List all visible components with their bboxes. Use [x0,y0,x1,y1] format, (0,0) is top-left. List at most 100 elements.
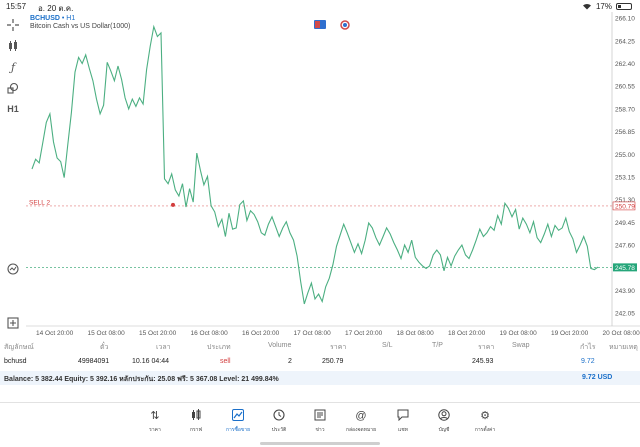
indicators-icon[interactable] [4,37,22,55]
nav-trade[interactable]: การซื้อขาย [218,409,258,439]
sell-entry-marker [171,202,175,207]
y-tick-label: 260.55 [615,84,635,91]
nav-account[interactable]: บัญชี [424,409,464,439]
col-volume: Volume [268,342,292,349]
gear-icon: ⚙ [480,410,490,422]
col-sl: S/L [382,342,393,349]
x-tick-label: 19 Oct 08:00 [500,330,538,337]
chart-symbol-name: BCHUSD [30,15,60,22]
status-time: 15:57 [6,2,27,11]
nav-news[interactable]: ข่าว [300,409,340,439]
account-icon [424,409,464,423]
x-tick-label: 15 Oct 20:00 [139,330,177,337]
sell-level-label: SELL 2 [29,199,50,206]
nav-account-label: บัญชี [438,427,450,433]
positions-table: สัญลักษณ์ ตั๋ว เวลา ประเภท Volume ราคา S… [0,338,640,372]
one-click-trading-icon[interactable] [314,20,326,29]
y-tick-label: 243.90 [615,288,635,295]
crosshair-icon[interactable] [4,16,22,34]
x-tick-label: 18 Oct 08:00 [397,330,435,337]
news-icon [300,409,340,423]
status-date: อ. 20 ต.ค. [38,4,74,13]
y-tick-label: 258.70 [615,106,635,113]
col-type: ประเภท [207,344,231,351]
positions-header: สัญลักษณ์ ตั๋ว เวลา ประเภท Volume ราคา S… [0,339,640,353]
balance-text: Balance: 5 382.44 Equity: 5 392.16 หลักป… [4,376,279,383]
mail-at-icon: @ [355,410,367,422]
pos-volume: 2 [288,358,292,365]
status-right: 17% [582,2,632,11]
pos-type: sell [220,358,231,365]
nav-chat[interactable]: แชท [383,409,423,439]
chart-toolbar: ƒ H1 [0,12,26,330]
signal-icon[interactable] [340,20,350,30]
timeframe-button[interactable]: H1 [7,104,19,114]
chart-description: Bitcoin Cash vs US Dollar(1000) [30,23,131,30]
x-tick-label: 17 Oct 08:00 [294,330,332,337]
new-order-icon[interactable] [4,314,22,332]
nav-mailbox-label: กล่องจดหมาย [345,427,377,433]
status-bar: 15:57 อ. 20 ต.ค. 17% [0,0,640,13]
x-tick-label: 19 Oct 20:00 [551,330,589,337]
nav-history-label: ประวัติ [271,427,287,433]
col-price: ราคา [478,344,495,351]
zoom-icon[interactable] [4,260,22,278]
x-tick-label: 20 Oct 08:00 [603,330,640,337]
trade-chart-icon [218,409,258,423]
current-price-tag-label: 245.78 [615,265,635,272]
y-tick-label: 264.25 [615,38,635,45]
col-ticket: ตั๋ว [100,344,109,351]
position-row[interactable]: bchusd 49984091 10.16 04:44 sell 2 250.7… [0,355,640,369]
pos-time: 10.16 04:44 [132,358,169,365]
price-chart[interactable]: BCHUSD • H1 Bitcoin Cash vs US Dollar(10… [26,12,640,338]
nav-charts-label: กราฟ [189,427,203,433]
pos-open-price: 250.79 [322,358,344,365]
col-open-price: ราคา [330,344,347,351]
history-icon [259,409,299,423]
price-series-line [31,24,599,305]
total-profit: 9.72 USD [582,374,613,381]
col-swap: Swap [512,342,530,349]
pos-ticket: 49984091 [78,358,110,365]
nav-charts[interactable]: กราฟ [176,409,216,439]
y-tick-label: 247.60 [615,243,635,250]
y-tick-label: 249.45 [615,220,635,227]
pos-profit: 9.72 [581,358,595,365]
candles-icon [176,409,216,423]
y-tick-label: 256.85 [615,129,635,136]
chat-icon [383,409,423,423]
col-comment: หมายเหตุ [609,344,638,351]
col-symbol: สัญลักษณ์ [4,344,34,351]
objects-icon[interactable] [4,79,22,97]
nav-settings-label: การตั้งค่า [474,427,496,433]
battery-percent: 17% [595,2,612,11]
function-icon[interactable]: ƒ [10,60,16,74]
pos-symbol: bchusd [4,358,27,365]
x-tick-label: 15 Oct 08:00 [88,330,126,337]
current-price-tag [613,263,637,272]
x-tick-label: 17 Oct 20:00 [345,330,383,337]
nav-news-label: ข่าว [315,427,325,433]
arrows-updown-icon: ⇅ [150,410,160,422]
nav-quotes[interactable]: ⇅ ราคา [135,409,175,439]
chart-canvas[interactable]: 266.10 264.25 262.40 260.55 258.70 256.85 255.… [26,12,640,338]
col-profit: กำไร [580,344,596,351]
bottom-nav: ⇅ ราคา กราฟ การซื้อขาย ประวัติ ข่าว @ กล… [0,402,640,447]
x-tick-label: 14 Oct 20:00 [36,330,74,337]
nav-chat-label: แชท [398,427,408,433]
home-indicator [260,442,380,445]
x-tick-label: 18 Oct 20:00 [448,330,486,337]
pos-price: 245.93 [472,358,494,365]
sell-price-tag [612,201,636,211]
nav-settings[interactable]: ⚙ การตั้งค่า [465,409,505,439]
nav-mailbox[interactable]: @ กล่องจดหมาย [341,409,381,439]
nav-trade-label: การซื้อขาย [225,427,251,433]
wifi-icon [582,3,591,10]
battery-icon [616,3,632,10]
x-tick-label: 16 Oct 20:00 [242,330,280,337]
sell-price-tag-label: 250.79 [615,203,635,210]
nav-history[interactable]: ประวัติ [259,409,299,439]
y-tick-label: 242.05 [615,311,635,318]
balance-bar: Balance: 5 382.44 Equity: 5 392.16 หลักป… [0,371,640,385]
y-tick-label: 266.10 [615,16,635,23]
